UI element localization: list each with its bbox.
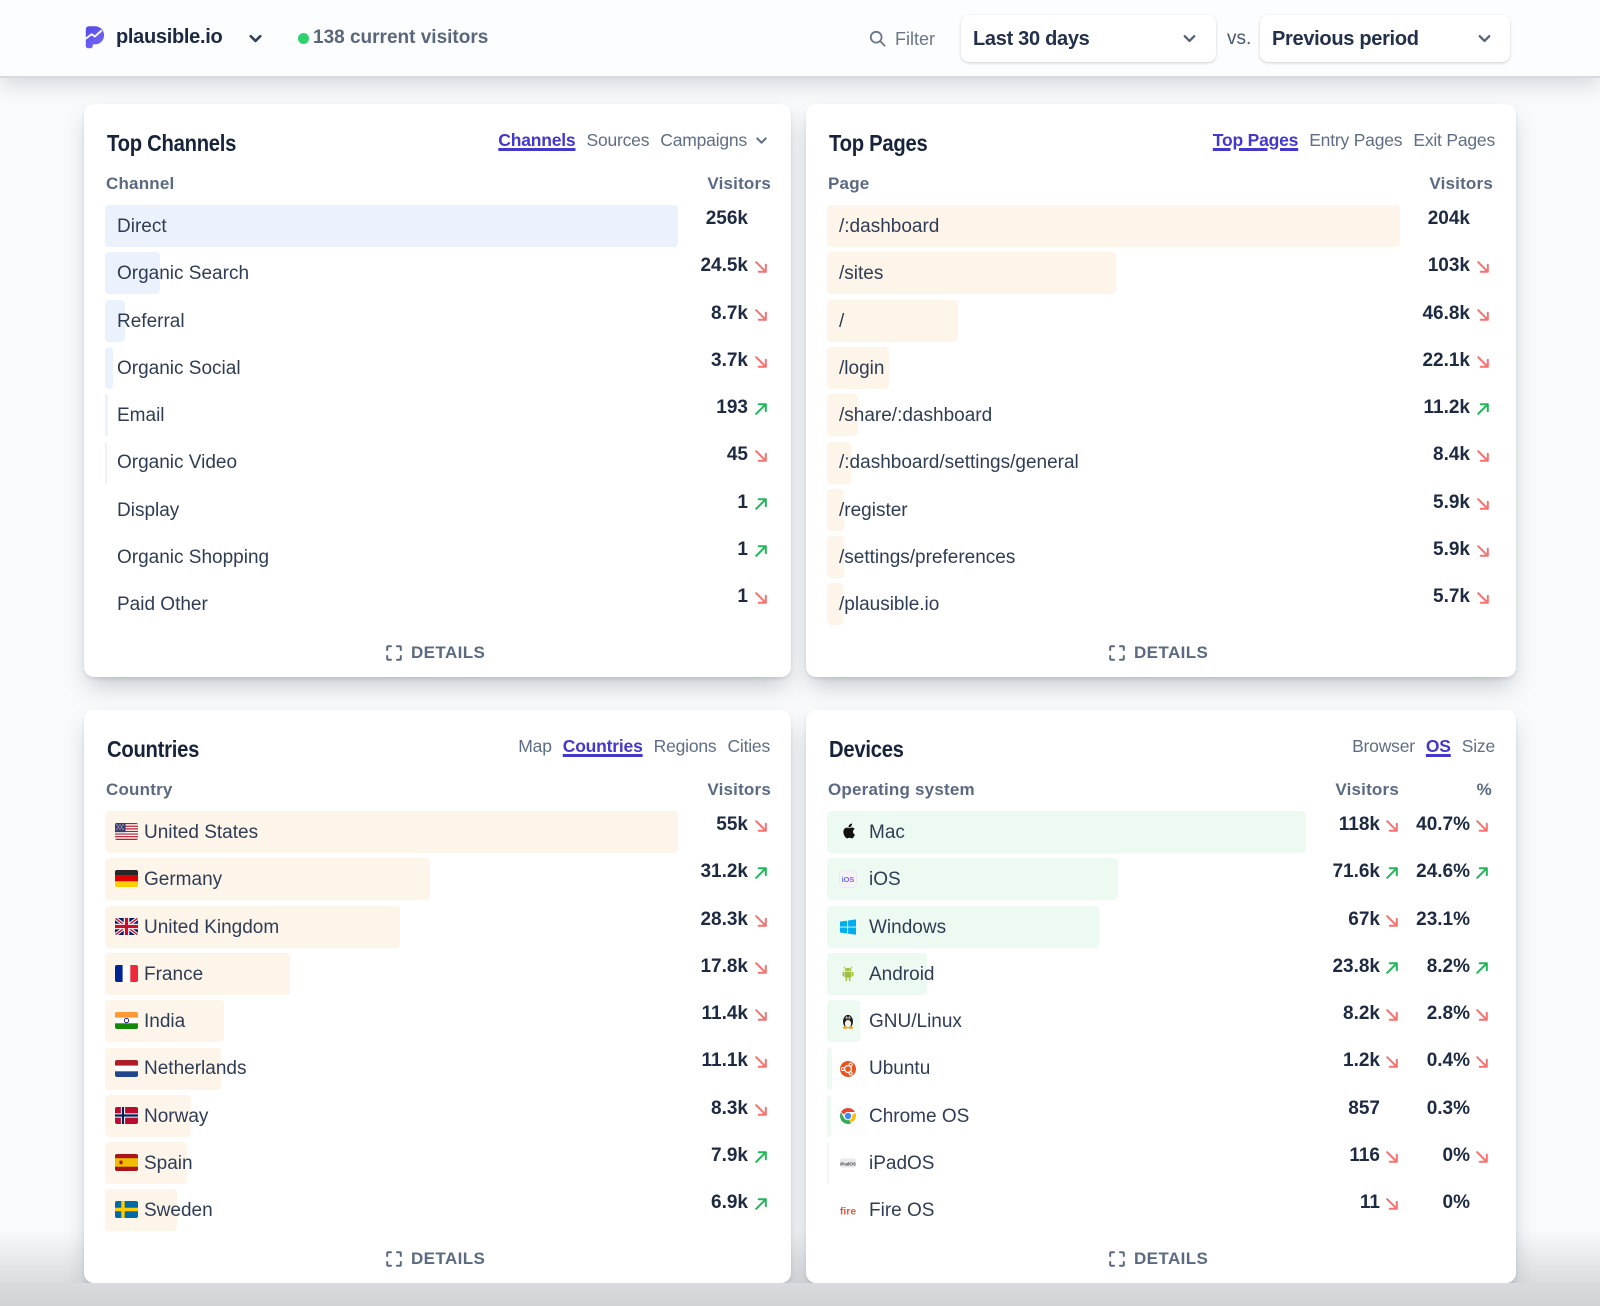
svg-text:iPadOS: iPadOS bbox=[840, 1162, 856, 1167]
svg-text:iOS: iOS bbox=[842, 875, 855, 884]
svg-text:fire: fire bbox=[840, 1205, 857, 1217]
